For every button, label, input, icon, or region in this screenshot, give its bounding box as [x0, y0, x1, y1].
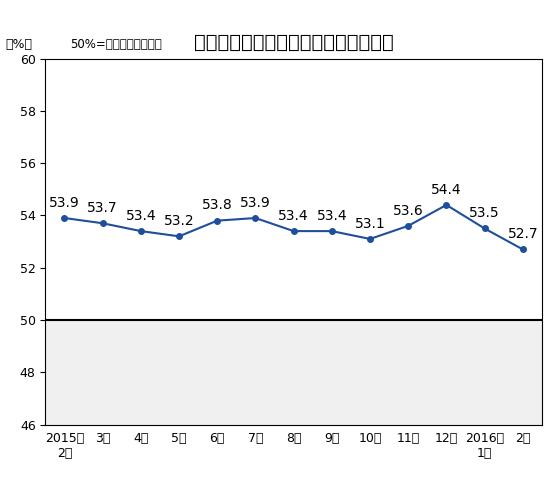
Text: 53.9: 53.9	[49, 196, 80, 210]
Text: 53.9: 53.9	[240, 196, 271, 210]
Text: 53.4: 53.4	[278, 209, 309, 223]
Text: 10月: 10月	[358, 432, 382, 446]
Text: 9月: 9月	[324, 432, 340, 446]
Text: 53.4: 53.4	[126, 209, 156, 223]
Text: 54.4: 54.4	[431, 183, 462, 197]
Text: 8月: 8月	[286, 432, 301, 446]
Text: 53.5: 53.5	[469, 206, 500, 220]
Text: 52.7: 52.7	[508, 227, 538, 241]
Text: 2016年
1月: 2016年 1月	[465, 432, 504, 460]
Text: 50%=与上月比较无变化: 50%=与上月比较无变化	[70, 38, 162, 51]
Text: 2015年
2月: 2015年 2月	[45, 432, 84, 460]
Bar	[45, 320, 542, 425]
Text: 3月: 3月	[95, 432, 111, 446]
Text: 53.6: 53.6	[393, 203, 424, 218]
Text: 6月: 6月	[210, 432, 225, 446]
Text: （%）: （%）	[6, 38, 33, 51]
Title: 非制造业商务活动指数（经季节调整）: 非制造业商务活动指数（经季节调整）	[194, 32, 394, 51]
Text: 11月: 11月	[397, 432, 420, 446]
Text: 7月: 7月	[248, 432, 263, 446]
Text: 2月: 2月	[515, 432, 530, 446]
Text: 12月: 12月	[435, 432, 458, 446]
Text: 53.7: 53.7	[87, 201, 118, 215]
Text: 4月: 4月	[133, 432, 149, 446]
Text: 53.1: 53.1	[354, 217, 385, 231]
Text: 5月: 5月	[171, 432, 187, 446]
Text: 53.4: 53.4	[316, 209, 347, 223]
Text: 53.2: 53.2	[164, 214, 195, 228]
Text: 53.8: 53.8	[202, 198, 233, 212]
